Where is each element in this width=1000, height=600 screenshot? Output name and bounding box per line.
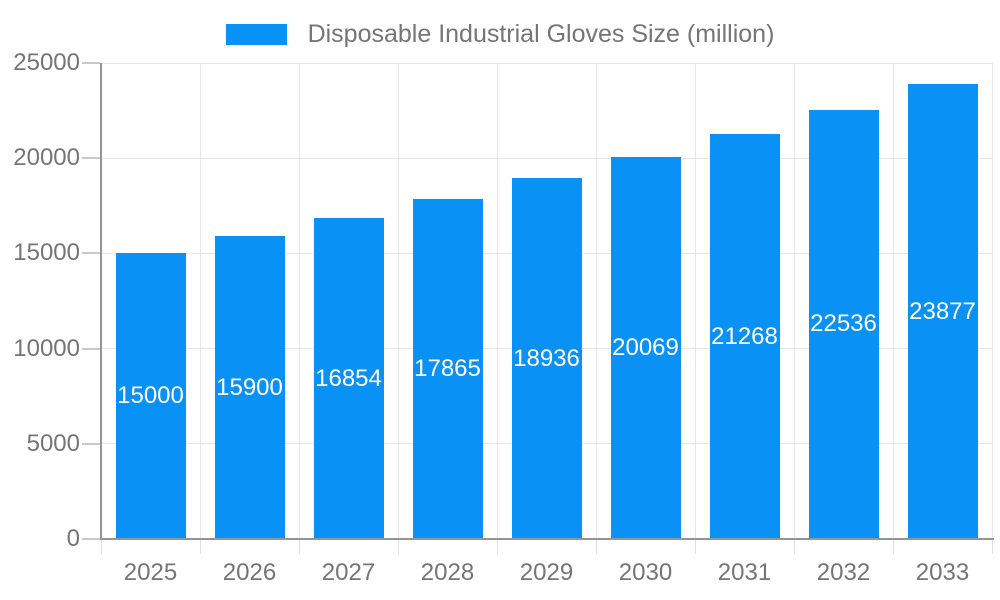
bar-2025: 15000 — [115, 253, 186, 539]
y-axis-line — [100, 63, 102, 539]
bar-value-label: 15000 — [117, 382, 184, 410]
bar-value-label: 15900 — [216, 373, 283, 401]
x-gridline — [397, 63, 399, 539]
bar-2028: 17865 — [412, 198, 483, 539]
bar-value-label: 21268 — [711, 322, 778, 350]
y-axis-tick-15000 — [82, 252, 100, 255]
bar-value-label: 16854 — [315, 364, 382, 392]
legend-series-label: Disposable Industrial Gloves Size (milli… — [307, 19, 775, 48]
x-axis-category-label: 2026 — [222, 559, 277, 586]
bar-2031: 21268 — [709, 134, 780, 539]
bar-value-label: 23877 — [909, 297, 976, 325]
plot-area: 15000 15900 16854 17865 18936 20069 21268 22536… — [101, 62, 993, 539]
chart-legend: Disposable Industrial Gloves Size (milli… — [0, 17, 1000, 51]
x-axis-tick — [496, 540, 498, 554]
x-gridline — [793, 63, 795, 539]
x-axis-tick — [298, 540, 300, 554]
bar-value-label: 17865 — [414, 354, 481, 382]
y-gridline-20000 — [101, 157, 992, 159]
x-axis-tick — [199, 540, 201, 554]
bar-2027: 16854 — [313, 218, 384, 539]
x-axis-tick — [892, 540, 894, 554]
x-axis-line — [99, 538, 994, 540]
y-axis-tick-label: 0 — [66, 525, 80, 552]
bar-2033: 23877 — [907, 84, 978, 539]
y-axis-tick-25000 — [82, 62, 100, 64]
y-axis-tick-label: 10000 — [13, 334, 80, 362]
x-axis-category-label: 2030 — [618, 559, 673, 586]
x-axis-tick — [595, 540, 597, 554]
bar-2029: 18936 — [511, 178, 582, 539]
y-axis-tick-10000 — [82, 347, 100, 350]
x-axis-category-label: 2033 — [915, 559, 970, 586]
y-axis-tick-label: 25000 — [13, 49, 80, 76]
x-axis-category-label: 2029 — [519, 559, 574, 586]
x-gridline — [595, 63, 597, 539]
bar-value-label: 18936 — [513, 344, 580, 372]
x-axis-category-label: 2028 — [420, 559, 475, 586]
x-axis-category-label: 2031 — [717, 559, 772, 586]
bar-value-label: 20069 — [612, 333, 679, 361]
x-axis-tick — [991, 540, 993, 554]
y-axis-tick-label: 20000 — [13, 144, 80, 172]
y-gridline-25000 — [101, 62, 992, 64]
y-axis-tick-label: 15000 — [13, 239, 80, 267]
x-gridline — [694, 63, 696, 539]
x-gridline — [991, 63, 993, 539]
legend-color-swatch — [225, 23, 287, 45]
y-axis-tick-20000 — [82, 157, 100, 160]
x-gridline — [199, 63, 201, 539]
x-axis-tick — [793, 540, 795, 554]
x-axis-category-label: 2025 — [123, 559, 178, 586]
y-axis-tick-0 — [82, 538, 100, 540]
x-gridline — [298, 63, 300, 539]
x-axis-tick — [100, 540, 102, 554]
x-axis-category-label: 2032 — [816, 559, 871, 586]
x-axis-category-label: 2027 — [321, 559, 376, 586]
x-gridline — [892, 63, 894, 539]
y-axis-tick-5000 — [82, 442, 100, 445]
bar-2032: 22536 — [808, 109, 879, 539]
bar-value-label: 22536 — [810, 310, 877, 338]
bar-2026: 15900 — [214, 236, 285, 539]
x-axis-tick — [397, 540, 399, 554]
x-axis-tick — [694, 540, 696, 554]
x-gridline — [496, 63, 498, 539]
bar-2030: 20069 — [610, 156, 681, 539]
y-axis-tick-label: 5000 — [26, 429, 80, 457]
